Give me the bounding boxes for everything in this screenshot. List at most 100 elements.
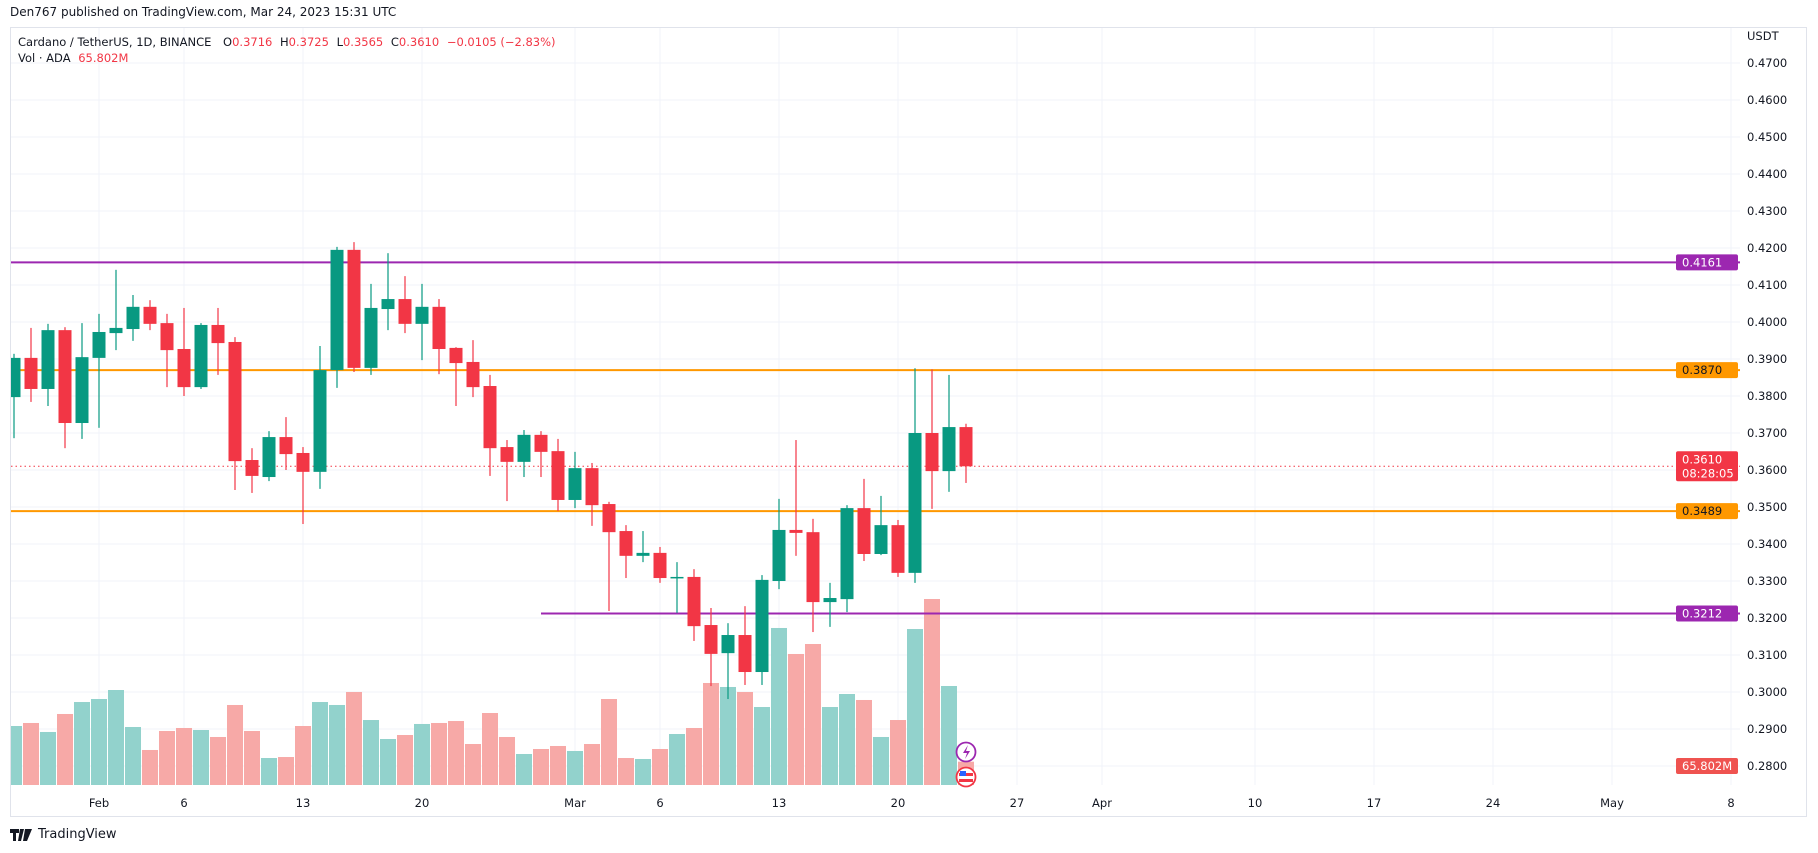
- volume-bar: [108, 690, 124, 785]
- candle-body[interactable]: [568, 468, 582, 500]
- candle-body[interactable]: [432, 306, 446, 350]
- candle-body[interactable]: [58, 330, 72, 424]
- volume-row: Vol · ADA 65.802M: [18, 50, 560, 66]
- level-price-badge-text: 0.3489: [1682, 504, 1722, 518]
- candle-body[interactable]: [279, 437, 293, 455]
- candle-body[interactable]: [806, 532, 820, 603]
- lightning-icon[interactable]: [955, 741, 977, 763]
- candle-body[interactable]: [330, 249, 344, 371]
- candle-body[interactable]: [24, 357, 38, 389]
- volume-badge-text: 65.802M: [1682, 759, 1732, 773]
- candle-body[interactable]: [364, 307, 378, 368]
- candle-body[interactable]: [585, 468, 599, 506]
- volume-bar: [465, 744, 481, 785]
- volume-label[interactable]: Vol · ADA: [18, 51, 71, 65]
- volume-bar: [11, 726, 22, 785]
- candle-body[interactable]: [619, 531, 633, 556]
- candle-body[interactable]: [670, 576, 684, 579]
- candle-body[interactable]: [653, 552, 667, 579]
- volume-bar: [618, 758, 634, 785]
- ohlc-row: Cardano / TetherUS, 1D, BINANCE O0.3716 …: [18, 34, 560, 50]
- candle-body[interactable]: [194, 324, 208, 388]
- candle-body[interactable]: [109, 327, 123, 334]
- candle-body[interactable]: [551, 451, 565, 500]
- time-tick-label: 20: [891, 796, 906, 810]
- candle-body[interactable]: [415, 306, 429, 324]
- time-tick-label: 20: [415, 796, 430, 810]
- volume-value: 65.802M: [78, 51, 129, 65]
- price-axis[interactable]: USDT 0.4700 0.4600 0.4500 0.4400 0.4300 0.420…: [1747, 29, 1787, 773]
- volume-bar: [584, 744, 600, 785]
- candle-body[interactable]: [636, 552, 650, 556]
- candle-body[interactable]: [704, 625, 718, 654]
- candle-body[interactable]: [347, 249, 361, 368]
- candle-body[interactable]: [942, 427, 956, 472]
- price-tick-label: 0.3700: [1747, 426, 1787, 440]
- candle-body[interactable]: [75, 357, 89, 424]
- candle-body[interactable]: [874, 525, 888, 554]
- candle-body[interactable]: [92, 331, 106, 358]
- candle-body[interactable]: [602, 504, 616, 533]
- candle-body[interactable]: [466, 361, 480, 388]
- candle-body[interactable]: [534, 434, 548, 452]
- volume-bar: [686, 727, 702, 785]
- volume-bar: [737, 691, 753, 785]
- candle-body[interactable]: [789, 529, 803, 533]
- candle-body[interactable]: [755, 579, 769, 673]
- candle-body[interactable]: [313, 370, 327, 472]
- candle-body[interactable]: [126, 306, 140, 330]
- level-price-badge: 0.3489: [1676, 503, 1738, 520]
- time-tick-label: Feb: [89, 796, 109, 810]
- candle-body[interactable]: [398, 299, 412, 324]
- symbol-title[interactable]: Cardano / TetherUS, 1D, BINANCE: [18, 35, 212, 49]
- candle-body[interactable]: [857, 508, 871, 554]
- candle-body[interactable]: [211, 324, 225, 344]
- candle-body[interactable]: [177, 349, 191, 388]
- flag-stripe: [959, 779, 973, 782]
- footer-brand: TradingView: [38, 827, 117, 842]
- candle-body[interactable]: [228, 341, 242, 462]
- event-icons[interactable]: [955, 741, 977, 788]
- volume-bar: [890, 720, 906, 785]
- candle-body[interactable]: [721, 635, 735, 654]
- candle-body[interactable]: [908, 433, 922, 573]
- candle-body[interactable]: [517, 434, 531, 462]
- candle-body[interactable]: [891, 525, 905, 573]
- volume-bar: [788, 653, 804, 785]
- candle-body[interactable]: [823, 598, 837, 603]
- candle-body[interactable]: [687, 576, 701, 627]
- volume-bar: [244, 730, 260, 785]
- candle-body[interactable]: [143, 306, 157, 324]
- price-tick-label: 0.4500: [1747, 130, 1787, 144]
- volume-bar: [771, 627, 787, 785]
- time-axis[interactable]: Feb 6 13 20 Mar 6 13 20 27 Apr 10 17 24 May 8: [89, 796, 1735, 810]
- candle-body[interactable]: [840, 508, 854, 600]
- candle-body[interactable]: [381, 299, 395, 310]
- price-tick-label: 0.4700: [1747, 56, 1787, 70]
- us-flag-icon[interactable]: [955, 766, 977, 788]
- low-label: L: [336, 35, 343, 49]
- candle-body[interactable]: [925, 433, 939, 472]
- candle-body[interactable]: [245, 460, 259, 476]
- candle-body[interactable]: [959, 427, 973, 467]
- time-tick-label: 10: [1248, 796, 1263, 810]
- time-tick-label: Mar: [564, 796, 586, 810]
- tradingview-footer: TradingView: [10, 827, 117, 842]
- volume-bar: [720, 686, 736, 785]
- time-tick-label: 6: [656, 796, 663, 810]
- candle-body[interactable]: [483, 386, 497, 449]
- volume-bar: [329, 704, 345, 785]
- candle-body[interactable]: [500, 447, 514, 462]
- candle-body[interactable]: [262, 437, 276, 478]
- candle-body[interactable]: [8, 357, 21, 398]
- candle-body[interactable]: [296, 452, 310, 472]
- candle-body[interactable]: [41, 330, 55, 389]
- time-tick-label: 6: [180, 796, 187, 810]
- candle-body[interactable]: [160, 323, 174, 351]
- volume-bar: [346, 691, 362, 785]
- candle-body[interactable]: [772, 529, 786, 581]
- candle-body[interactable]: [449, 347, 463, 364]
- candle-body[interactable]: [738, 635, 752, 673]
- time-tick-label: 13: [772, 796, 787, 810]
